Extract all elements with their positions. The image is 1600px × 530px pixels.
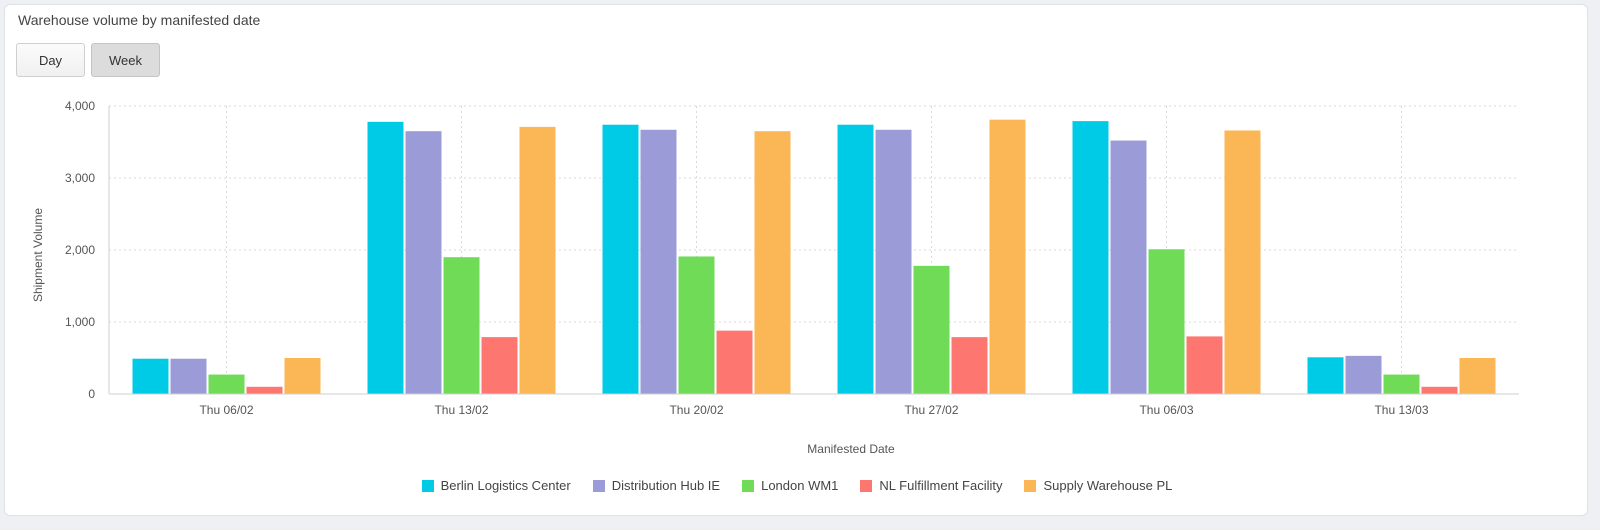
bar-london-wm1 — [208, 374, 245, 394]
bar-distribution-hub-ie — [1345, 355, 1382, 394]
y-axis-title: Shipment Volume — [31, 208, 45, 302]
x-tick-label: Thu 13/03 — [1374, 403, 1428, 417]
bar-supply-warehouse-pl — [1459, 358, 1496, 394]
chart-grid — [109, 105, 1519, 394]
chart-card: Warehouse volume by manifested date Day … — [4, 4, 1588, 516]
bar-nl-fulfillment-facility — [1421, 386, 1458, 394]
bar-distribution-hub-ie — [405, 131, 442, 394]
chart-bars — [132, 119, 1496, 395]
bar-chart: 0 1,000 2,000 3,000 4,000 Thu 06/02 Thu 13/02 T… — [31, 99, 1519, 456]
legend-label: London WM1 — [761, 478, 839, 493]
bar-berlin-logistics-center — [602, 124, 639, 394]
y-tick-label: 0 — [88, 387, 95, 401]
x-tick-label: Thu 06/03 — [1139, 403, 1193, 417]
bar-nl-fulfillment-facility — [716, 330, 753, 394]
bar-nl-fulfillment-facility — [481, 337, 518, 394]
chart-legend: Berlin Logistics Center Distribution Hub … — [5, 478, 1589, 493]
x-axis-title: Manifested Date — [807, 442, 895, 456]
bar-berlin-logistics-center — [367, 121, 404, 394]
legend-label: Supply Warehouse PL — [1043, 478, 1173, 493]
bar-supply-warehouse-pl — [284, 358, 321, 394]
bar-london-wm1 — [678, 256, 715, 394]
chart-card-title: Warehouse volume by manifested date — [18, 12, 261, 28]
bar-distribution-hub-ie — [1110, 140, 1147, 394]
legend-swatch — [742, 479, 755, 492]
legend-swatch — [1024, 479, 1037, 492]
bar-distribution-hub-ie — [640, 129, 677, 394]
granularity-toggle-group: Day Week — [16, 43, 160, 77]
y-tick-label: 2,000 — [65, 243, 95, 257]
legend-item-nl-fulfillment-facility[interactable]: NL Fulfillment Facility — [860, 478, 1002, 493]
bar-distribution-hub-ie — [170, 358, 207, 394]
bar-london-wm1 — [1383, 374, 1420, 394]
bar-berlin-logistics-center — [1307, 357, 1344, 394]
legend-item-distribution-hub-ie[interactable]: Distribution Hub IE — [592, 478, 721, 493]
bar-london-wm1 — [443, 257, 480, 394]
bar-supply-warehouse-pl — [754, 131, 791, 394]
legend-swatch — [860, 479, 873, 492]
bar-berlin-logistics-center — [837, 124, 874, 394]
x-tick-label: Thu 06/02 — [199, 403, 253, 417]
x-tick-label: Thu 27/02 — [904, 403, 958, 417]
legend-item-supply-warehouse-pl[interactable]: Supply Warehouse PL — [1024, 478, 1172, 493]
legend-label: Distribution Hub IE — [611, 478, 721, 493]
bar-nl-fulfillment-facility — [951, 337, 988, 394]
legend-item-berlin-logistics-center[interactable]: Berlin Logistics Center — [421, 478, 571, 493]
x-tick-label: Thu 20/02 — [669, 403, 723, 417]
x-tick-label: Thu 13/02 — [434, 403, 488, 417]
legend-label: NL Fulfillment Facility — [879, 478, 1003, 493]
legend-label: Berlin Logistics Center — [440, 478, 571, 493]
y-tick-label: 3,000 — [65, 171, 95, 185]
bar-nl-fulfillment-facility — [246, 386, 283, 394]
bar-london-wm1 — [913, 265, 950, 394]
day-toggle-button[interactable]: Day — [16, 43, 85, 77]
y-tick-label: 4,000 — [65, 99, 95, 113]
bar-supply-warehouse-pl — [1224, 130, 1261, 394]
bar-london-wm1 — [1148, 249, 1185, 394]
week-toggle-button[interactable]: Week — [91, 43, 160, 77]
bar-berlin-logistics-center — [1072, 121, 1109, 395]
y-tick-label: 1,000 — [65, 315, 95, 329]
bar-berlin-logistics-center — [132, 358, 169, 394]
bar-nl-fulfillment-facility — [1186, 336, 1223, 394]
bar-distribution-hub-ie — [875, 129, 912, 394]
legend-item-london-wm1[interactable]: London WM1 — [742, 478, 838, 493]
bar-supply-warehouse-pl — [989, 119, 1026, 395]
legend-swatch — [592, 479, 605, 492]
chart-axes: 0 1,000 2,000 3,000 4,000 Thu 06/02 Thu 13/02 T… — [65, 99, 1519, 417]
legend-swatch — [421, 479, 434, 492]
bar-supply-warehouse-pl — [519, 126, 556, 394]
